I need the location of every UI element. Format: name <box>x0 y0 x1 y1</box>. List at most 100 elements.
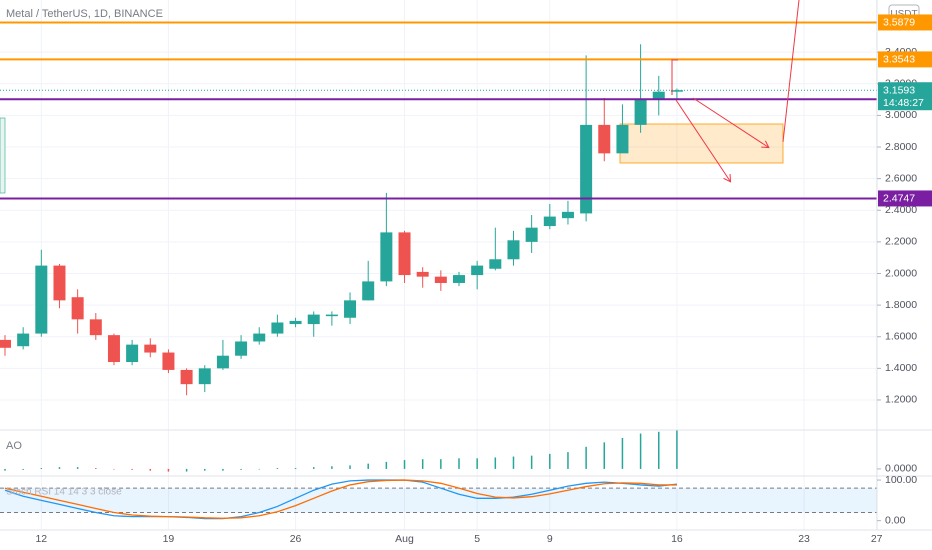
ao-bar <box>167 468 170 472</box>
candle-body <box>17 333 30 347</box>
ao-bar <box>204 468 206 471</box>
ao-bar <box>458 458 460 469</box>
ao-bar <box>185 468 188 472</box>
ao-bar <box>258 468 260 470</box>
candle-body <box>489 259 502 269</box>
ao-bar <box>385 461 388 469</box>
candle-body <box>107 335 120 363</box>
ao-bar <box>22 468 24 470</box>
ao-bar <box>567 452 569 469</box>
ao-bar <box>312 467 315 469</box>
level-label: 2.4747 <box>883 193 915 205</box>
candle-body <box>471 265 484 276</box>
last-price-label: 3.1593 <box>883 85 915 97</box>
y-tick-label: 1.2000 <box>885 394 917 406</box>
ao-bar <box>421 459 424 469</box>
ao-bar <box>113 468 115 470</box>
ao-bar <box>240 468 242 470</box>
x-tick-label: 23 <box>798 533 810 545</box>
candle-body <box>561 211 574 219</box>
candle-body <box>580 124 593 214</box>
level-label: 3.5879 <box>883 17 915 29</box>
candle-body <box>543 216 556 227</box>
candle-body <box>670 90 683 92</box>
drawing-line <box>671 59 678 95</box>
ao-bar <box>349 465 351 469</box>
candle-body <box>53 265 66 301</box>
ao-bar <box>131 468 133 470</box>
ao-bar <box>4 468 6 471</box>
level-label-box <box>878 51 932 68</box>
ao-bar <box>621 437 624 469</box>
candle-body <box>398 232 411 276</box>
ao-bar <box>658 431 660 469</box>
x-tick-label: 16 <box>671 533 683 545</box>
ao-bar <box>603 442 606 469</box>
ao-bar <box>76 467 79 469</box>
marks <box>0 21 877 520</box>
ao-bar <box>40 468 43 469</box>
candle-body <box>289 320 302 325</box>
candle-body <box>453 275 465 283</box>
ao-bar <box>676 430 678 469</box>
y-tick-label: 2.4000 <box>885 204 917 216</box>
candle-body <box>434 276 447 283</box>
candle-body <box>162 352 175 370</box>
ao-bar <box>549 453 551 469</box>
candle-body <box>380 232 393 282</box>
drawing-arrow <box>692 97 768 147</box>
drawing-arrow <box>675 99 730 181</box>
y-tick-label: 2.8000 <box>885 141 917 153</box>
candle-body <box>525 227 538 242</box>
level-label: 3.3543 <box>883 54 915 66</box>
candle-body <box>344 300 357 318</box>
y-tick-label: 1.4000 <box>885 362 917 374</box>
candle-body <box>126 344 139 363</box>
ao-bar <box>512 456 515 469</box>
countdown-label: 14:48:27 <box>883 97 924 109</box>
candle-body <box>235 341 248 356</box>
x-tick-label: 5 <box>474 533 480 545</box>
level-label-box <box>878 14 932 31</box>
band-fill <box>0 488 877 513</box>
ao-bar <box>331 466 333 469</box>
x-tick-label: 19 <box>163 533 175 545</box>
ao-bar <box>639 433 642 469</box>
grid <box>0 0 878 530</box>
axis-labels: 12 19 26 Aug 5 9 16 23 27 1.2000 1.4000 1.6000 1.800… <box>35 46 917 545</box>
y-tick-label: 3.0000 <box>885 109 917 121</box>
candle-body <box>416 271 429 277</box>
stoch-line <box>4 479 677 520</box>
candle-body <box>144 344 157 353</box>
y-tick-label: 0.0000 <box>885 463 917 475</box>
y-tick-label: 2.0000 <box>885 267 917 279</box>
ao-bar <box>294 468 297 469</box>
x-tick-label: 9 <box>547 533 553 545</box>
level-label-box <box>878 190 932 207</box>
ao-bar <box>585 446 587 469</box>
ao-bar <box>403 460 406 469</box>
ao-bar <box>222 468 224 471</box>
candle-body <box>253 333 266 342</box>
drawing-box <box>0 117 6 194</box>
last-price-box <box>878 82 932 111</box>
candle-body <box>89 319 102 336</box>
y-tick-label: 2.6000 <box>885 172 917 184</box>
x-tick-label: 26 <box>290 533 302 545</box>
drawing-line <box>782 0 800 143</box>
indicator-title: Stoch RSI 14 14 3 3 close <box>6 487 122 498</box>
ao-bar <box>440 459 442 469</box>
candle-body <box>598 124 611 154</box>
candle-body <box>271 322 284 334</box>
y-tick-label: 2.2000 <box>885 236 917 248</box>
drawings <box>671 0 800 181</box>
ao-bar <box>276 468 279 469</box>
ao-bar <box>95 468 97 469</box>
candle-body <box>507 240 520 260</box>
target-zone <box>619 123 784 164</box>
candle-body <box>362 281 375 301</box>
candle-body <box>616 124 629 154</box>
candle-body <box>325 314 338 317</box>
